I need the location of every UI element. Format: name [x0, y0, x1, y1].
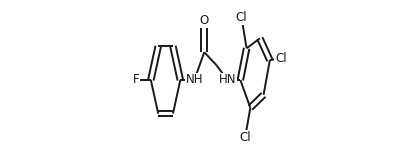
- Text: NH: NH: [186, 73, 203, 86]
- Text: Cl: Cl: [236, 11, 247, 24]
- Text: Cl: Cl: [239, 131, 251, 144]
- Text: Cl: Cl: [276, 52, 287, 65]
- Text: O: O: [200, 14, 209, 27]
- Text: F: F: [133, 73, 139, 86]
- Text: HN: HN: [219, 73, 236, 86]
